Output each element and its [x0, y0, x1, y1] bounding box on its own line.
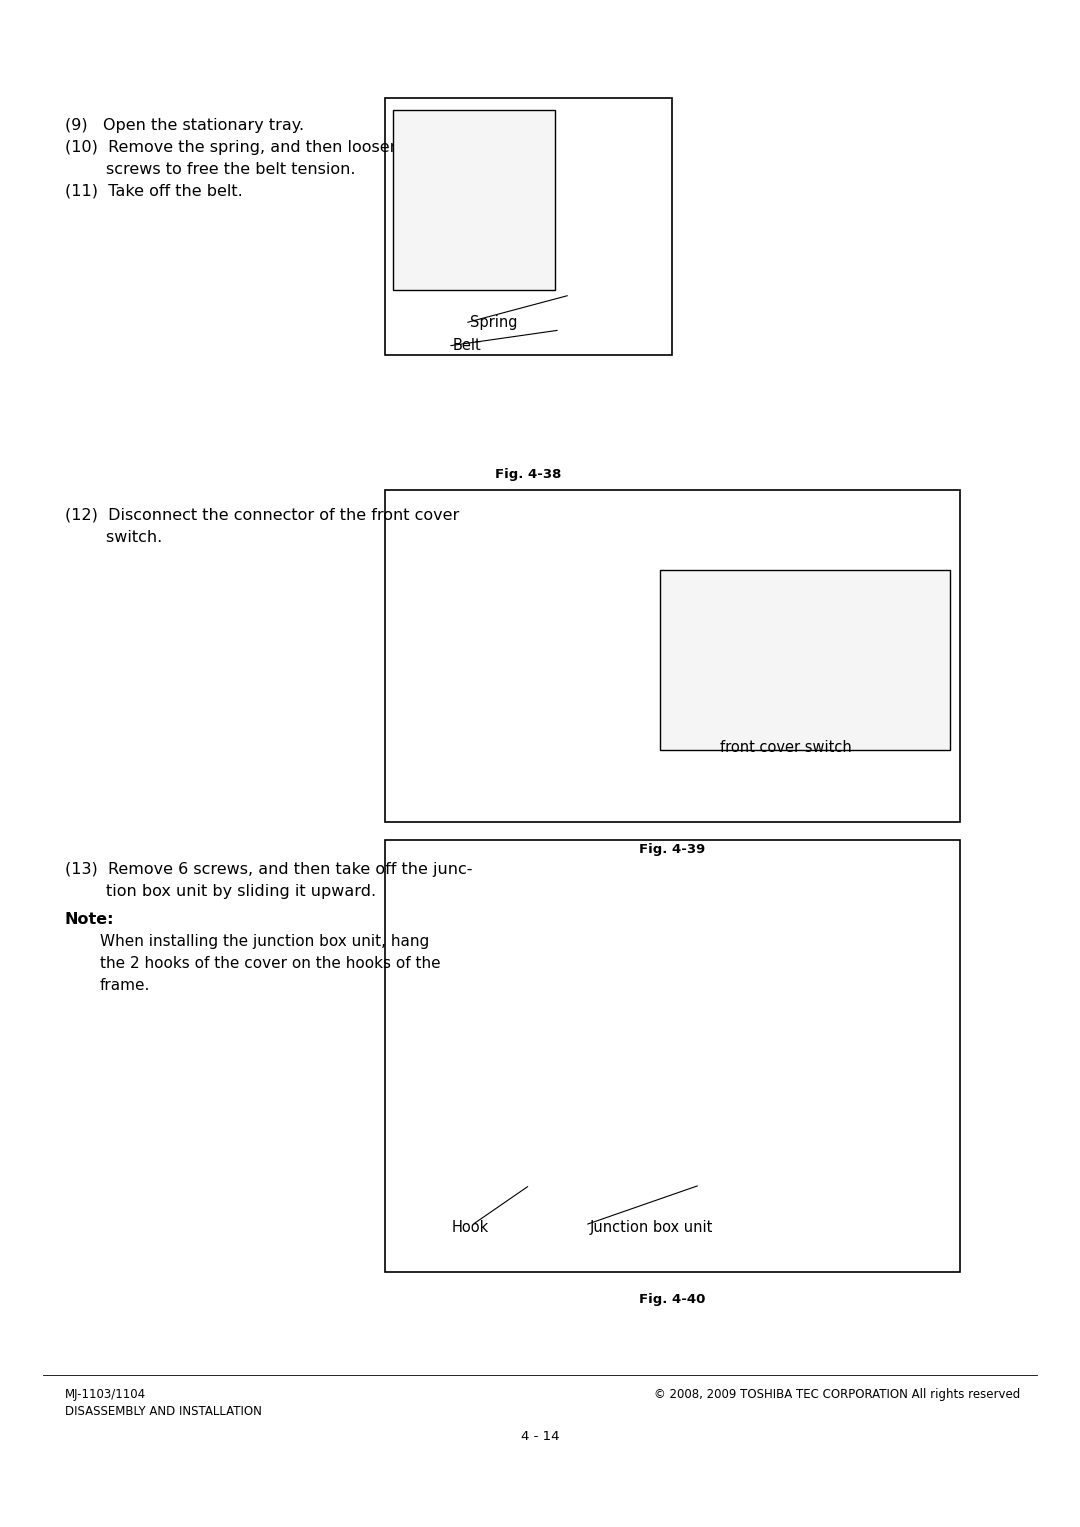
- Text: tion box unit by sliding it upward.: tion box unit by sliding it upward.: [65, 884, 376, 899]
- Text: Fig. 4-38: Fig. 4-38: [496, 467, 562, 481]
- Text: 4 - 14: 4 - 14: [521, 1429, 559, 1443]
- Text: DISASSEMBLY AND INSTALLATION: DISASSEMBLY AND INSTALLATION: [65, 1405, 261, 1419]
- Text: (9)   Open the stationary tray.: (9) Open the stationary tray.: [65, 118, 305, 133]
- Text: Junction box unit: Junction box unit: [590, 1220, 714, 1235]
- Text: (11)  Take off the belt.: (11) Take off the belt.: [65, 183, 243, 199]
- Text: © 2008, 2009 TOSHIBA TEC CORPORATION All rights reserved: © 2008, 2009 TOSHIBA TEC CORPORATION All…: [653, 1388, 1020, 1400]
- Text: Fig. 4-39: Fig. 4-39: [639, 843, 705, 857]
- Bar: [384, 490, 960, 822]
- Bar: [393, 110, 555, 290]
- Text: (12)  Disconnect the connector of the front cover: (12) Disconnect the connector of the fro…: [65, 508, 459, 524]
- Text: Fig. 4-40: Fig. 4-40: [639, 1293, 705, 1306]
- Bar: [660, 570, 950, 750]
- Text: switch.: switch.: [65, 530, 162, 545]
- Text: (13)  Remove 6 screws, and then take off the junc-: (13) Remove 6 screws, and then take off …: [65, 863, 473, 876]
- Text: front cover switch: front cover switch: [720, 741, 852, 754]
- Bar: [384, 840, 960, 1272]
- Text: Hook: Hook: [453, 1220, 489, 1235]
- Text: When installing the junction box unit, hang: When installing the junction box unit, h…: [100, 935, 429, 948]
- Text: Spring: Spring: [470, 315, 517, 330]
- Text: Note:: Note:: [65, 912, 114, 927]
- Bar: [384, 98, 672, 354]
- Text: frame.: frame.: [100, 977, 150, 993]
- Text: (10)  Remove the spring, and then loosen 2: (10) Remove the spring, and then loosen …: [65, 140, 415, 156]
- Text: Belt: Belt: [453, 337, 482, 353]
- Text: the 2 hooks of the cover on the hooks of the: the 2 hooks of the cover on the hooks of…: [100, 956, 441, 971]
- Text: screws to free the belt tension.: screws to free the belt tension.: [65, 162, 355, 177]
- Text: MJ-1103/1104: MJ-1103/1104: [65, 1388, 146, 1400]
